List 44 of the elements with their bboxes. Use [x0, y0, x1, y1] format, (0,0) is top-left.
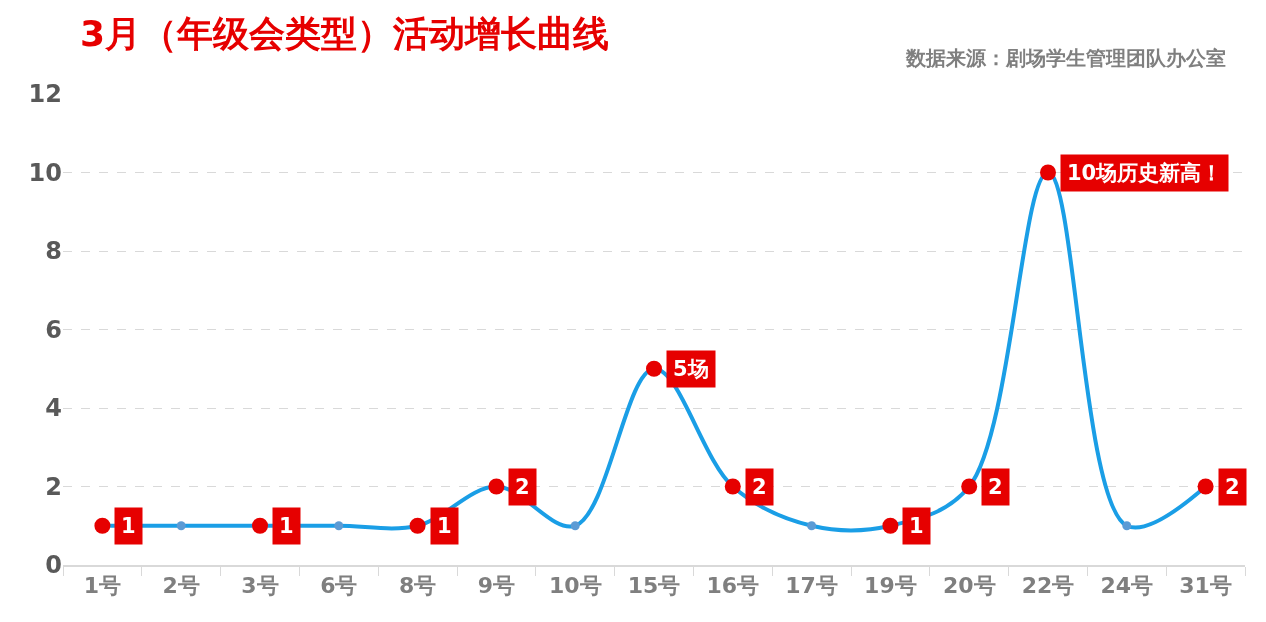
x-tick-label: 17号 — [785, 573, 838, 599]
data-label: 1 — [279, 514, 294, 538]
x-tick-label: 15号 — [627, 573, 681, 599]
y-tick-label: 4 — [45, 394, 62, 423]
point — [252, 517, 268, 534]
point — [646, 360, 662, 377]
data-label: 2 — [1225, 475, 1240, 499]
x-tick-label: 10号 — [548, 573, 602, 599]
x-tick-label: 24号 — [1100, 573, 1154, 599]
point — [882, 517, 899, 534]
x-tick-label: 6号 — [320, 573, 358, 599]
chart-title: 3月（年级会类型）活动增长曲线 — [80, 12, 610, 54]
data-label: 2 — [752, 475, 767, 499]
x-tick-label: 9号 — [477, 573, 516, 599]
x-tick-label: 2号 — [162, 573, 200, 599]
point — [94, 517, 111, 534]
y-tick-label: 0 — [45, 551, 62, 580]
source-note: 数据来源：剧场学生管理团队办公室 — [905, 46, 1226, 70]
x-tick-label: 19号 — [864, 573, 917, 599]
x-tick-label: 31号 — [1179, 573, 1232, 599]
x-tick-label: 3号 — [241, 573, 279, 599]
point — [724, 478, 741, 495]
point — [961, 478, 978, 495]
y-tick-label: 2 — [45, 472, 62, 501]
point — [1040, 164, 1056, 181]
point — [409, 517, 426, 534]
data-label: 1 — [437, 514, 452, 538]
data-label: 1 — [121, 514, 136, 538]
y-tick-label: 12 — [28, 80, 62, 109]
y-tick-label: 6 — [45, 315, 62, 344]
x-tick-label: 22号 — [1021, 573, 1075, 599]
y-tick-label: 8 — [45, 237, 62, 266]
x-tick-label: 1号 — [83, 573, 122, 599]
data-label: 1 — [909, 514, 924, 538]
data-label: 2 — [515, 475, 530, 499]
y-tick-label: 10 — [28, 158, 62, 187]
point — [488, 478, 505, 495]
data-label: 5场 — [673, 357, 709, 381]
x-tick-label: 20号 — [942, 573, 996, 599]
point — [1197, 478, 1214, 495]
x-tick-label: 16号 — [706, 573, 760, 599]
data-label: 10场历史新高！ — [1067, 161, 1223, 185]
x-tick-label: 8号 — [398, 573, 437, 599]
data-label: 2 — [988, 475, 1003, 499]
